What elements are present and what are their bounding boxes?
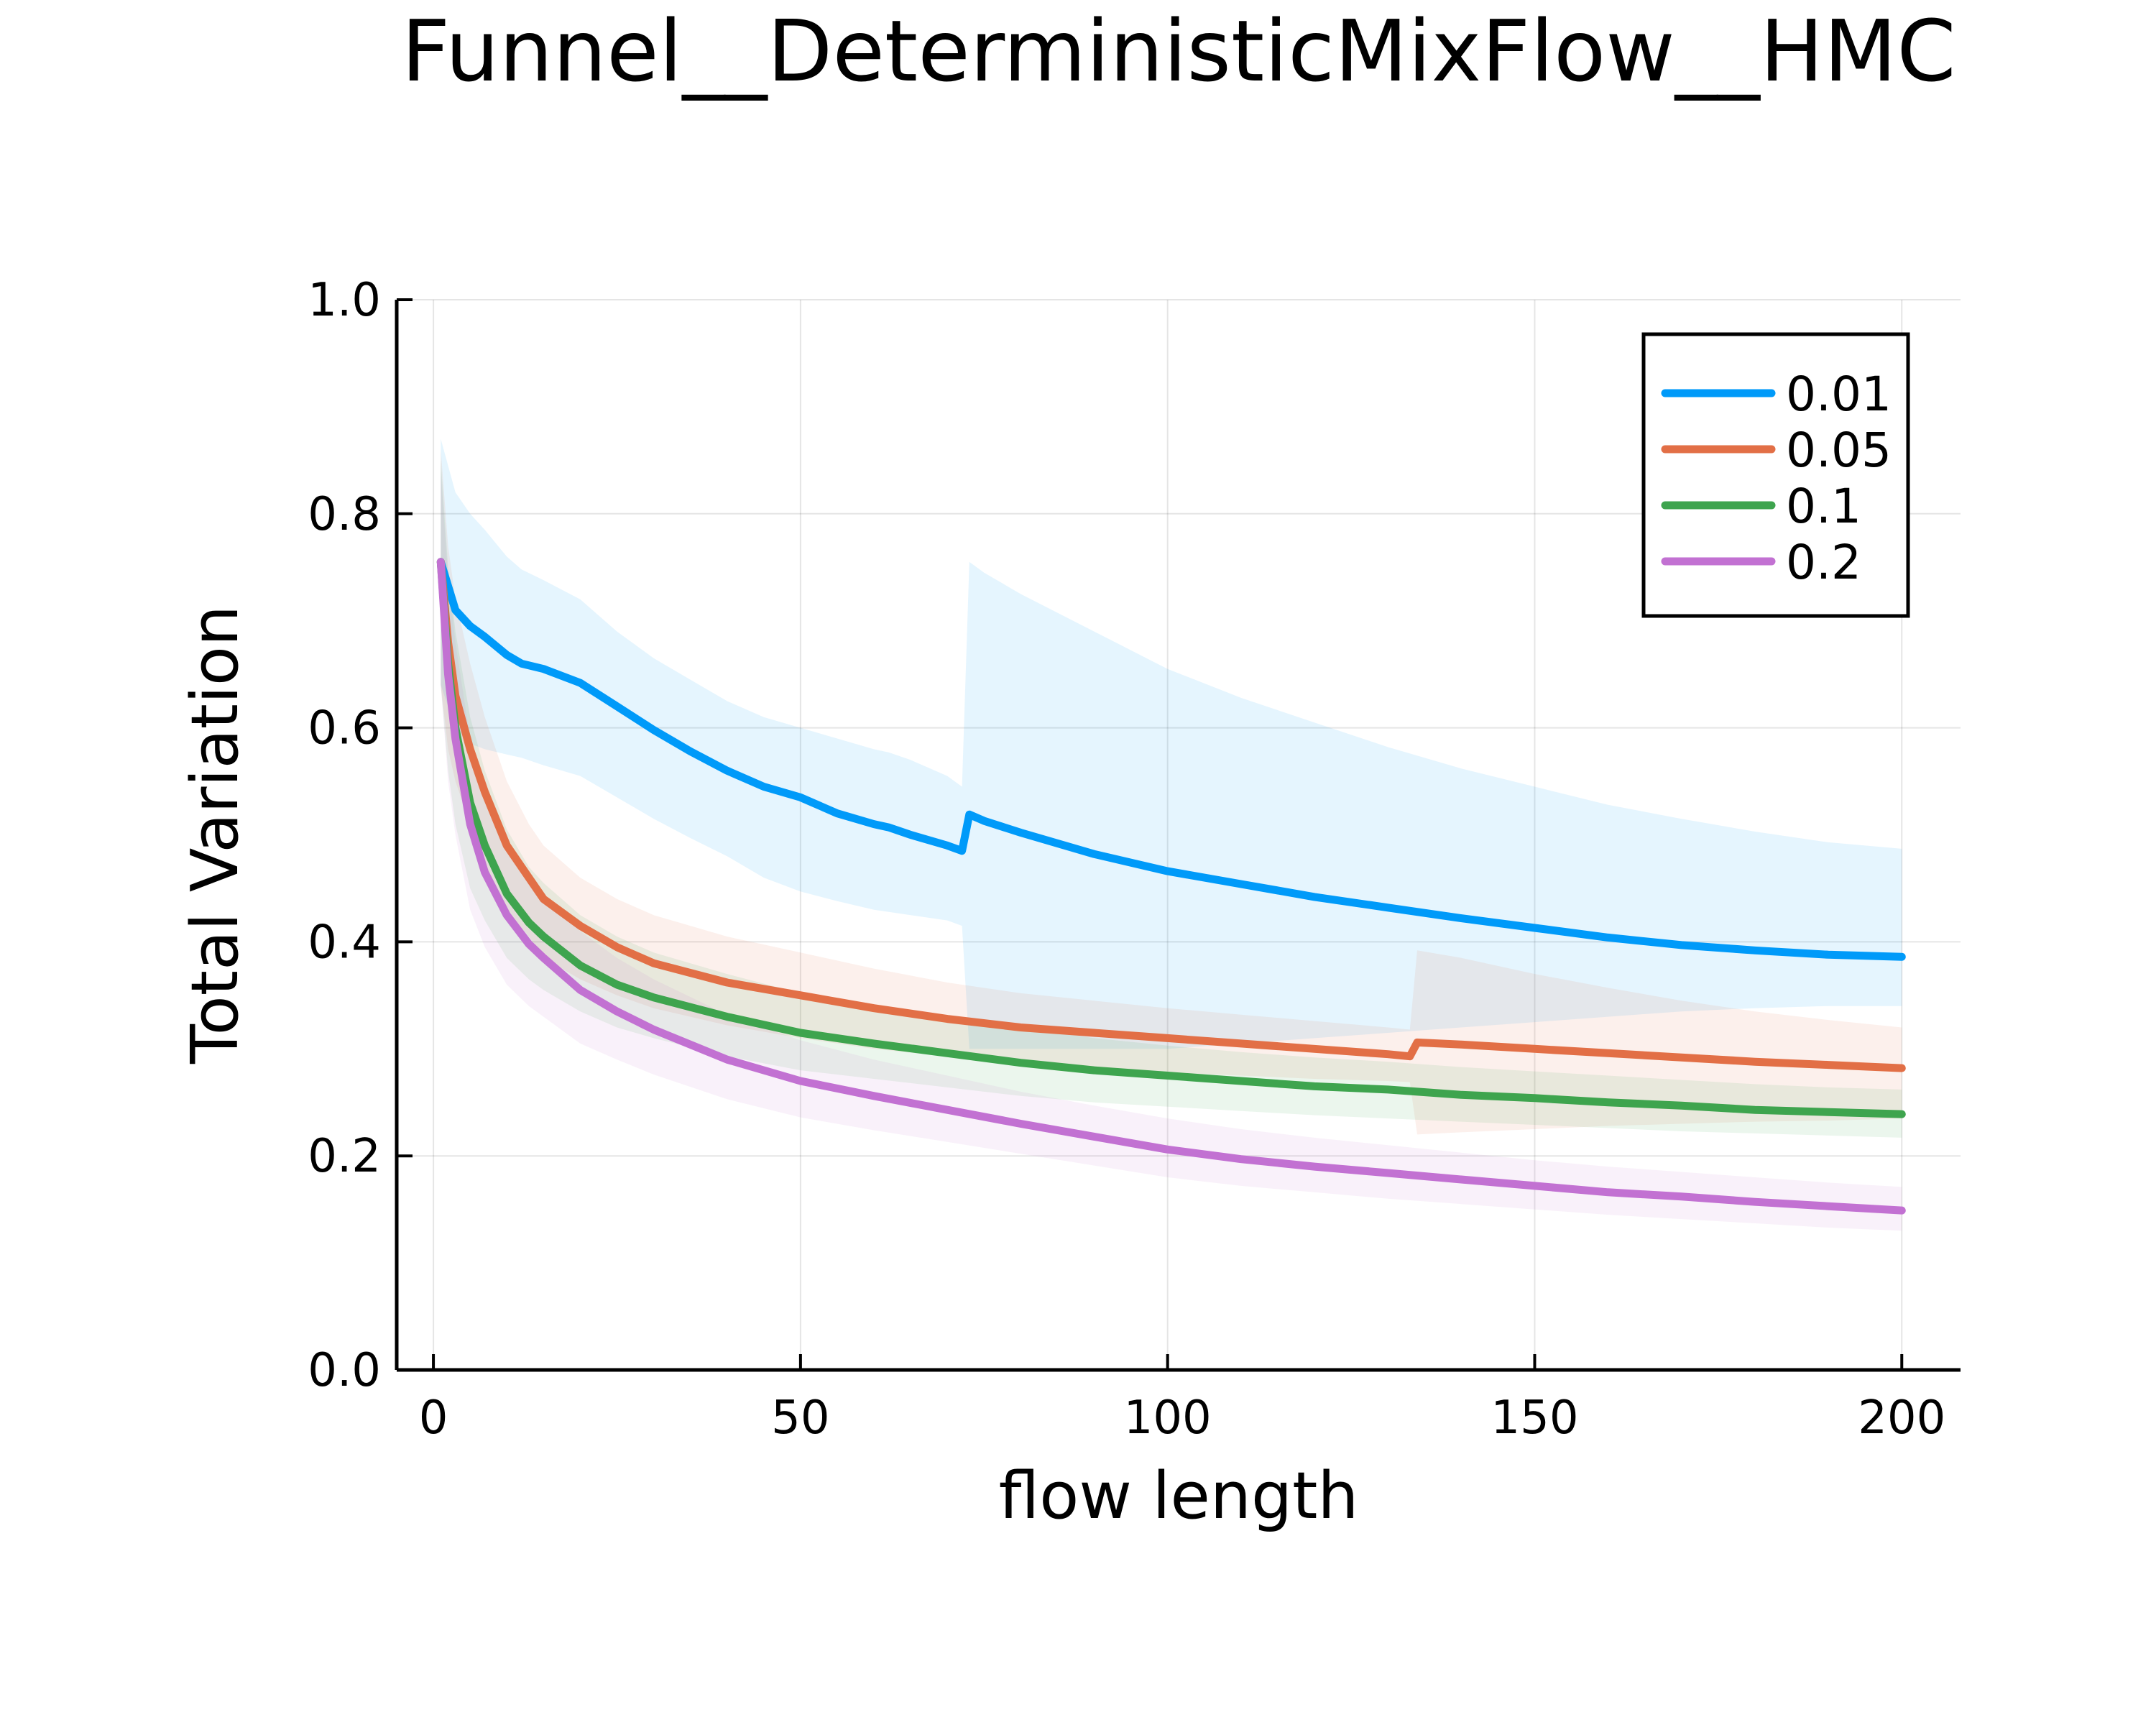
y-tick-label: 0.2 xyxy=(308,1130,381,1183)
legend-label: 0.01 xyxy=(1786,367,1892,422)
x-axis-label: flow length xyxy=(999,1458,1359,1534)
legend: 0.010.050.10.2 xyxy=(1641,332,1910,618)
x-tick-label: 50 xyxy=(771,1392,829,1445)
band-0.01 xyxy=(441,438,1902,1049)
axes xyxy=(395,300,1961,1372)
y-tick-label: 0.8 xyxy=(308,488,381,541)
x-tick-label: 200 xyxy=(1858,1392,1945,1445)
series-line-0.05 xyxy=(436,558,1906,1072)
band-0.05 xyxy=(441,449,1902,1135)
legend-label: 0.2 xyxy=(1786,535,1861,590)
legend-box xyxy=(1641,332,1910,618)
confidence-bands xyxy=(441,438,1902,1231)
series-line-0.2 xyxy=(436,558,1906,1215)
y-tick-label: 1.0 xyxy=(308,274,381,327)
y-axis-label: Total Variation xyxy=(178,605,253,1064)
ticks: 0 50 100 150 200 0.0 0.2 0.4 0.6 0.8 1.0 xyxy=(308,274,1945,1445)
legend-label: 0.05 xyxy=(1786,423,1892,478)
chart-title: Funnel__DeterministicMixFlow__HMC xyxy=(401,1,1955,101)
legend-entries: 0.010.050.10.2 xyxy=(1661,367,1892,590)
x-tick-label: 0 xyxy=(419,1392,448,1445)
series-line-0.01 xyxy=(436,558,1906,961)
y-tick-label: 0.4 xyxy=(308,916,381,969)
y-tick-label: 0.0 xyxy=(308,1344,381,1397)
series-lines xyxy=(436,558,1906,1215)
x-tick-label: 100 xyxy=(1124,1392,1212,1445)
series-line-0.1 xyxy=(436,558,1906,1118)
legend-label: 0.1 xyxy=(1786,479,1861,534)
x-tick-label: 150 xyxy=(1491,1392,1578,1445)
y-tick-label: 0.6 xyxy=(308,702,381,755)
